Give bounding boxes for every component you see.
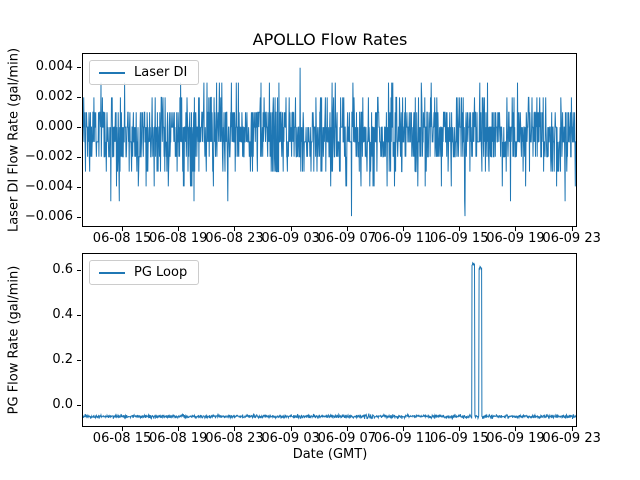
legend-pg-loop: PG Loop: [89, 260, 200, 285]
series-line-pg-loop: [83, 261, 576, 421]
axes-pg-loop: PG Loop: [82, 253, 577, 427]
x-tick-label: 06-09 03: [261, 231, 320, 246]
x-tick-mark: [515, 227, 517, 231]
y-tick-mark: [77, 126, 81, 128]
chart-title: APOLLO Flow Rates: [252, 30, 408, 49]
y-tick-mark: [77, 156, 81, 158]
x-tick-label: 06-09 11: [373, 231, 433, 246]
x-tick-mark: [290, 427, 292, 431]
y-tick-label: 0.2: [52, 352, 73, 367]
y-tick-mark: [77, 96, 81, 98]
pg-loop-plot-svg: [83, 261, 576, 421]
x-tick-mark: [571, 427, 573, 431]
x-tick-mark: [459, 227, 461, 231]
x-tick-label: 06-09 07: [317, 431, 377, 446]
x-tick-label: 06-09 23: [542, 431, 601, 446]
x-tick-mark: [403, 427, 405, 431]
x-tick-mark: [346, 227, 348, 231]
legend-label-laser-di: Laser DI: [134, 65, 188, 80]
x-axis-label: Date (GMT): [292, 447, 368, 462]
x-tick-label: 06-09 15: [430, 231, 489, 246]
legend-line-sample-pg-loop: [99, 271, 125, 274]
x-tick-label: 06-09 19: [486, 431, 545, 446]
x-tick-label: 06-08 15: [92, 231, 152, 246]
x-tick-label: 06-09 15: [430, 431, 489, 446]
x-tick-mark: [571, 227, 573, 231]
x-tick-label: 06-09 03: [261, 431, 320, 446]
x-tick-label: 06-08 15: [92, 431, 152, 446]
x-tick-mark: [122, 227, 124, 231]
y-tick-mark: [77, 360, 81, 361]
axes-laser-di: Laser DI: [82, 53, 577, 227]
x-tick-mark: [515, 427, 517, 431]
x-tick-label: 06-08 19: [149, 231, 208, 246]
x-tick-mark: [234, 427, 236, 431]
x-tick-mark: [459, 427, 461, 431]
y-tick-label: 0.4: [52, 307, 73, 323]
x-tick-mark: [178, 427, 180, 431]
y-tick-mark: [77, 404, 81, 406]
x-tick-mark: [234, 227, 236, 231]
y-tick-label: 0.0: [52, 396, 73, 412]
y-tick-label: −0.006: [24, 208, 73, 224]
y-tick-mark: [77, 315, 81, 317]
x-tick-mark: [290, 227, 292, 231]
y-tick-label: 0.002: [35, 88, 73, 104]
x-tick-mark: [178, 227, 180, 231]
y-axis-label-laser-di: Laser DI Flow Rate (gal/min): [6, 47, 22, 233]
legend-label-pg-loop: PG Loop: [134, 265, 188, 280]
legend-line-sample-laser-di: [99, 71, 125, 74]
x-tick-mark: [403, 227, 405, 231]
series-line-laser-di: [83, 67, 576, 217]
y-tick-label: −0.002: [24, 148, 73, 164]
y-tick-mark: [77, 216, 81, 218]
x-tick-label: 06-09 11: [373, 431, 433, 446]
x-tick-label: 06-08 23: [205, 431, 264, 446]
x-tick-label: 06-09 23: [542, 231, 601, 246]
y-tick-label: 0.6: [52, 262, 73, 278]
y-tick-mark: [77, 270, 81, 272]
y-tick-mark: [77, 186, 81, 188]
laser-di-plot-svg: [83, 67, 576, 217]
legend-laser-di: Laser DI: [89, 60, 200, 85]
y-tick-label: 0.004: [35, 58, 73, 74]
x-tick-label: 06-08 23: [205, 231, 264, 246]
y-axis-label-pg-loop: PG Flow Rate (gal/min): [6, 265, 22, 415]
y-tick-mark: [77, 66, 81, 68]
x-tick-label: 06-08 19: [149, 431, 208, 446]
x-tick-mark: [346, 427, 348, 431]
y-tick-label: −0.004: [24, 178, 73, 194]
y-tick-label: 0.000: [35, 118, 73, 134]
x-tick-label: 06-09 19: [486, 231, 545, 246]
x-tick-mark: [122, 427, 124, 431]
x-tick-label: 06-09 07: [317, 231, 377, 246]
